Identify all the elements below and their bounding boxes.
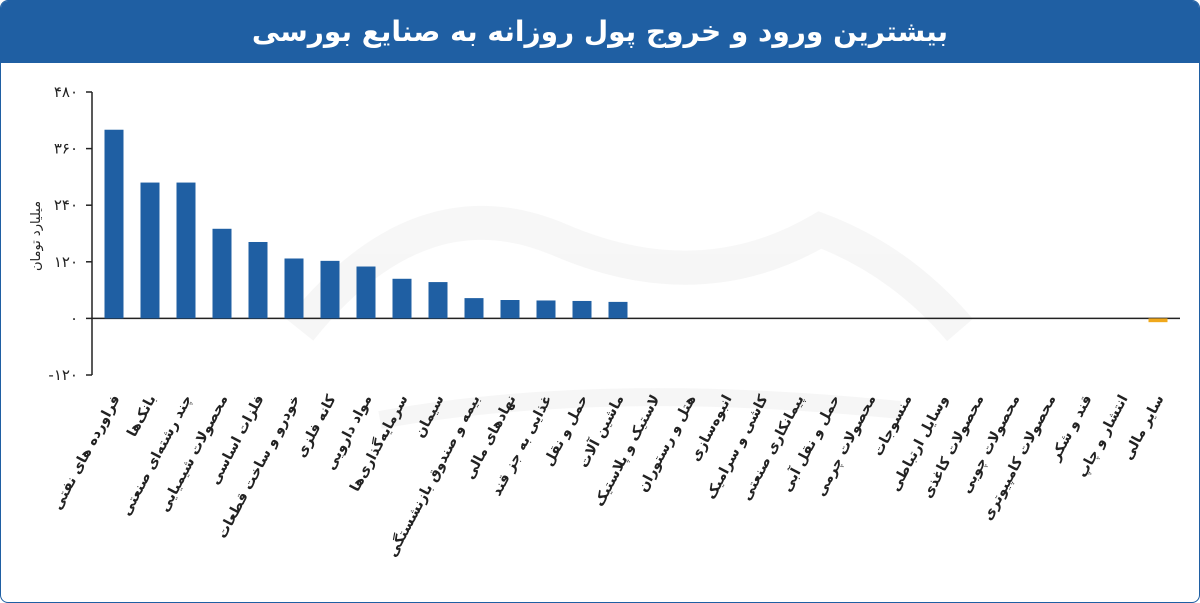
chart-title: بیشترین ورود و خروج پول روزانه به صنایع … [251,15,949,48]
bar [572,300,592,319]
bar [392,278,412,319]
y-tick-label: ۴۸۰ [54,83,78,101]
watermark-logo [286,205,973,429]
category-label: لاستیک و پلاستیک [591,392,663,509]
y-tick-label: ۱۲۰ [54,253,78,271]
bar [104,129,124,319]
bar [428,282,448,319]
bar [140,182,160,319]
y-tick-label: -۱۲۰ [48,366,78,384]
y-tick-label: ۰ [70,309,78,327]
bar [536,300,556,319]
bar [212,228,232,319]
y-tick-label: ۲۴۰ [54,196,78,214]
bar [608,301,628,319]
bar [176,182,196,319]
title-bar [1,1,1199,63]
bar [500,300,520,319]
category-label: بانک‌ها [124,392,159,439]
y-axis-label: میلیارد تومان [29,201,44,271]
bar [356,266,376,319]
bar [248,241,268,319]
bar [284,258,304,319]
category-label: فراورده های نفتی [49,392,123,512]
bar [464,298,484,319]
bar [320,260,340,319]
bar [1148,318,1168,323]
y-tick-label: ۳۶۰ [54,140,78,158]
